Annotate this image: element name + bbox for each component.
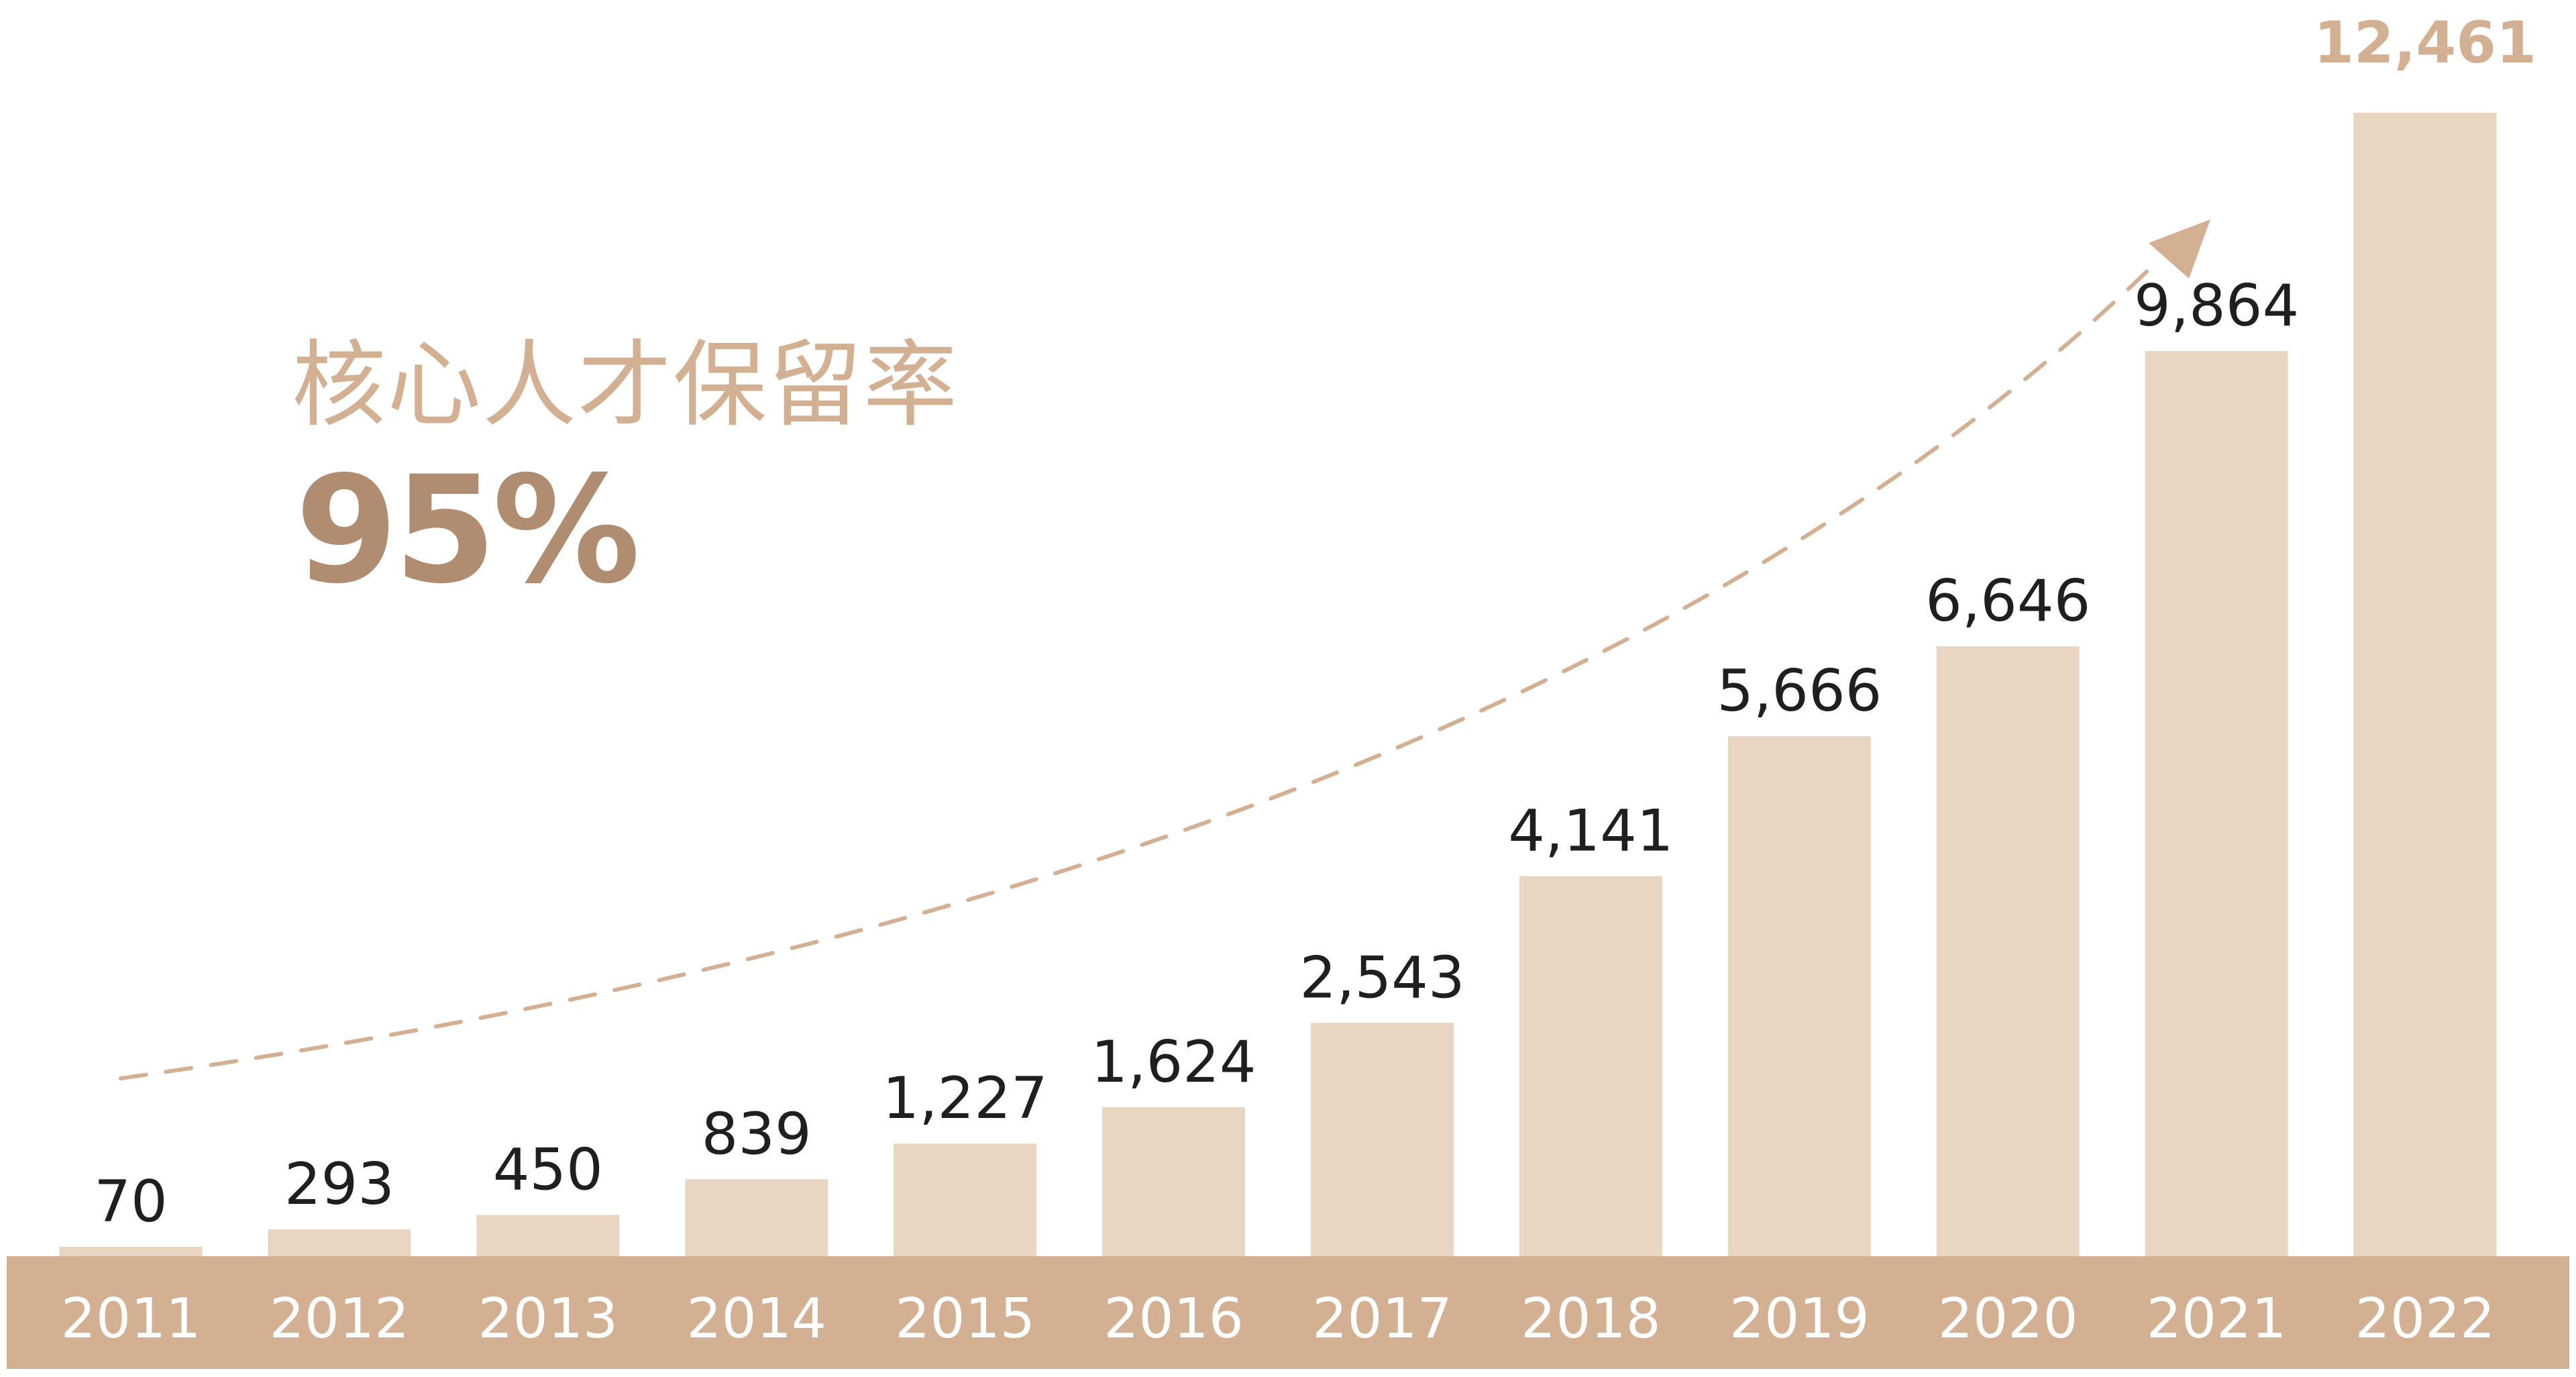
bar-2016	[1102, 1107, 1245, 1256]
x-tick-label-2012: 2012	[270, 1287, 410, 1351]
bar-2019	[1727, 736, 1871, 1256]
x-tick-label-2019: 2019	[1729, 1287, 1870, 1351]
bar-2022	[2353, 113, 2497, 1256]
bar-2021	[2145, 351, 2288, 1256]
value-label-2016: 1,624	[1091, 1029, 1256, 1096]
value-label-2019: 5,666	[1717, 658, 1882, 725]
x-axis-band	[7, 1256, 2569, 1369]
value-label-2011: 70	[94, 1168, 167, 1235]
value-labels-group: 70 293 450 839 1,227 1,624 2,543 4,141 5,666 6,64…	[94, 9, 2536, 1235]
trend-arrow-line	[119, 263, 2155, 1080]
x-tick-label-2015: 2015	[895, 1287, 1035, 1351]
value-label-2018: 4,141	[1508, 798, 1673, 865]
x-tick-label-2011: 2011	[61, 1287, 201, 1351]
bars-group	[59, 113, 2497, 1256]
bar-2015	[894, 1143, 1037, 1256]
x-tick-label-2014: 2014	[686, 1287, 826, 1351]
bar-2011	[59, 1247, 203, 1256]
value-label-2012: 293	[284, 1151, 394, 1218]
trend-arrow-head-icon	[2149, 219, 2210, 278]
bar-2014	[685, 1179, 828, 1256]
x-tick-label-2018: 2018	[1521, 1287, 1661, 1351]
bar-2017	[1311, 1023, 1454, 1256]
x-tick-labels-group: 2011 2012 2013 2014 2015 2016 2017 2018 2019 2020…	[61, 1287, 2496, 1351]
bar-2020	[1936, 646, 2080, 1256]
value-label-2017: 2,543	[1299, 944, 1464, 1011]
x-tick-label-2013: 2013	[478, 1287, 618, 1351]
value-label-2022: 12,461	[2314, 9, 2536, 76]
value-label-2021: 9,864	[2134, 272, 2299, 340]
value-label-2013: 450	[493, 1137, 603, 1204]
x-tick-label-2021: 2021	[2147, 1287, 2287, 1351]
x-tick-label-2020: 2020	[1938, 1287, 2078, 1351]
bar-2018	[1519, 876, 1662, 1256]
bar-2012	[268, 1229, 411, 1256]
value-label-2015: 1,227	[882, 1065, 1047, 1132]
bar-2013	[476, 1215, 620, 1256]
x-tick-label-2016: 2016	[1104, 1287, 1244, 1351]
x-tick-label-2017: 2017	[1312, 1287, 1452, 1351]
value-label-2014: 839	[702, 1101, 812, 1168]
x-tick-label-2022: 2022	[2355, 1287, 2496, 1351]
kpi-value: 95%	[295, 444, 641, 616]
kpi-label: 核心人才保留率	[292, 331, 959, 440]
value-label-2020: 6,646	[1925, 568, 2090, 635]
